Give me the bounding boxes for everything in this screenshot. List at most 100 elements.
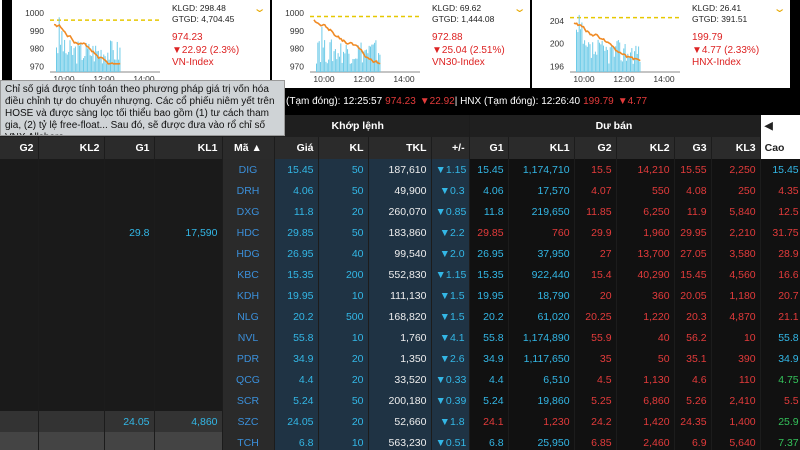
table-cell: 25,950: [508, 432, 575, 450]
table-cell: [0, 348, 39, 369]
table-row[interactable]: NLG 20.2 500 168,820 ▼1.5 20.2 61,020 20.25 1,22…: [0, 306, 800, 327]
hose-status-text: (Tạm đóng): 12:25:57: [286, 96, 383, 107]
table-cell: [0, 369, 39, 390]
volume-bar: [85, 43, 87, 72]
table-row[interactable]: 29.8 17,590 HDC 29.85 50 183,860 ▼2.2 29.85 760 2…: [0, 222, 800, 243]
table-row[interactable]: QCG 4.4 20 33,520 ▼0.33 4.4 6,510 4.5 1,130 4.6 11…: [0, 369, 800, 390]
table-cell: 18,790: [508, 285, 575, 306]
stock-symbol[interactable]: SZC: [222, 411, 275, 432]
table-row[interactable]: DXG 11.8 20 260,070 ▼0.85 11.8 219,650 11.85 6,2…: [0, 201, 800, 222]
volume-bar: [73, 48, 75, 72]
volume-bar: [624, 44, 626, 72]
table-cell: 14,210: [616, 159, 675, 180]
table-cell: 50: [616, 348, 675, 369]
volume-bar: [582, 43, 584, 72]
volume-bar: [76, 63, 78, 72]
table-cell: ▼0.33: [431, 369, 470, 390]
table-cell: [38, 243, 105, 264]
table-cell: 7.37: [760, 432, 800, 450]
stock-symbol[interactable]: HDC: [222, 222, 275, 243]
table-row[interactable]: KDH 19.95 10 111,130 ▼1.5 19.95 18,790 20 360 20.…: [0, 285, 800, 306]
volume-bar: [97, 50, 99, 72]
hose-index-value: 974.23: [385, 96, 416, 107]
stock-symbol[interactable]: PDR: [222, 348, 275, 369]
column-header[interactable]: Mã ▲: [222, 137, 275, 159]
table-row[interactable]: KBC 15.35 200 552,830 ▼1.15 15.35 922,440 15.4 4…: [0, 264, 800, 285]
volume-bar: [615, 46, 617, 72]
volume-bar: [338, 56, 340, 72]
table-cell: 5.26: [674, 390, 712, 411]
table-row[interactable]: PDR 34.9 20 1,350 ▼2.6 34.9 1,117,650 35 50 35.1 3…: [0, 348, 800, 369]
y-tick-label: 990: [30, 26, 44, 36]
table-row[interactable]: 24.05 4,860 SZC 24.05 20 52,660 ▼1.8 24.1 1,230 2…: [0, 411, 800, 432]
table-cell: 15.35: [274, 264, 319, 285]
chevron-down-icon[interactable]: ⌄: [512, 3, 527, 15]
stock-symbol[interactable]: NLG: [222, 306, 275, 327]
table-cell: ▼1.5: [431, 306, 470, 327]
column-header: +/-: [431, 137, 470, 159]
stock-symbol[interactable]: KBC: [222, 264, 275, 285]
table-cell: 4.07: [574, 180, 617, 201]
index-panel-vnindex[interactable]: 1000 990 980 970 10:00 12:00 14:00 KLGD: 298.4…: [12, 0, 270, 88]
volume-bar: [318, 41, 320, 72]
table-row[interactable]: NVL 55.8 10 1,760 ▼4.1 55.8 1,174,890 55.9 40 56.…: [0, 327, 800, 348]
volume-bar: [348, 53, 350, 72]
stock-symbol[interactable]: DXG: [222, 201, 275, 222]
volume-bar: [608, 63, 610, 72]
volume-bar: [590, 57, 592, 72]
table-cell: 20.05: [674, 285, 712, 306]
vn30-mini-chart: 1000 990 980 970 10:00 12:00 14:00: [280, 0, 430, 84]
volume-bar: [365, 49, 367, 72]
stock-symbol[interactable]: DIG: [222, 159, 275, 180]
table-cell: [154, 390, 223, 411]
table-cell: [0, 243, 39, 264]
table-cell: 21.1: [760, 306, 800, 327]
table-row[interactable]: DRH 4.06 50 49,900 ▼0.3 4.06 17,570 4.07 550 4.08…: [0, 180, 800, 201]
table-cell: 17,570: [508, 180, 575, 201]
stock-symbol[interactable]: KDH: [222, 285, 275, 306]
index-panel-vn30[interactable]: 1000 990 980 970 10:00 12:00 14:00 KLGD: 69.62…: [272, 0, 530, 88]
stock-symbol[interactable]: HDG: [222, 243, 275, 264]
table-row[interactable]: DIG 15.45 50 187,610 ▼1.15 15.45 1,174,710 15.5…: [0, 159, 800, 180]
stock-symbol[interactable]: SCR: [222, 390, 275, 411]
table-row[interactable]: SCR 5.24 50 200,180 ▼0.39 5.24 19,860 5.25 6,860…: [0, 390, 800, 411]
y-tick-label: 970: [290, 62, 304, 72]
scroll-left-button[interactable]: ◀: [760, 115, 800, 137]
volume-bar: [356, 58, 358, 72]
chevron-down-icon[interactable]: ⌄: [252, 3, 267, 15]
table-cell: 4,860: [154, 411, 223, 432]
stock-symbol[interactable]: NVL: [222, 327, 275, 348]
table-cell: [154, 327, 223, 348]
table-cell: [38, 327, 105, 348]
table-cell: 1,174,710: [508, 159, 575, 180]
table-cell: 40: [318, 243, 369, 264]
table-row[interactable]: HDG 26.95 40 99,540 ▼2.0 26.95 37,950 27 13,700 2…: [0, 243, 800, 264]
stock-symbol[interactable]: TCH: [222, 432, 275, 450]
table-cell: 19.95: [274, 285, 319, 306]
chevron-down-icon[interactable]: ⌄: [772, 3, 787, 15]
table-cell: 34.9: [469, 348, 509, 369]
volume-bar: [88, 43, 90, 72]
stock-symbol[interactable]: QCG: [222, 369, 275, 390]
table-cell: ▼0.39: [431, 390, 470, 411]
stock-symbol[interactable]: DRH: [222, 180, 275, 201]
hnx-mini-chart: 204 200 196 10:00 12:00 14:00: [540, 0, 690, 84]
table-cell: 250: [711, 180, 761, 201]
table-cell: 168,820: [368, 306, 432, 327]
index-panel-hnx[interactable]: 204 200 196 10:00 12:00 14:00 KLGD: 26.41 GTGD…: [532, 0, 790, 88]
table-cell: 29.85: [469, 222, 509, 243]
x-tick-label: 10:00: [573, 74, 595, 84]
du-ban-header: Dư bán: [469, 115, 761, 137]
table-row[interactable]: TCH 6.8 10 563,230 ▼0.51 6.8 25,950 6.85 2,460 6.…: [0, 432, 800, 450]
table-cell: [38, 159, 105, 180]
hnx-stats: KLGD: 26.41 GTGD: 391.51: [692, 3, 748, 24]
table-cell: 10: [318, 327, 369, 348]
volume-bar: [65, 53, 67, 72]
table-cell: ▼1.8: [431, 411, 470, 432]
table-cell: 31.75: [760, 222, 800, 243]
table-cell: 17,590: [154, 222, 223, 243]
volume-bar: [334, 49, 336, 72]
column-header: KL3: [711, 137, 761, 159]
table-cell: 34.9: [274, 348, 319, 369]
table-cell: 5.24: [469, 390, 509, 411]
